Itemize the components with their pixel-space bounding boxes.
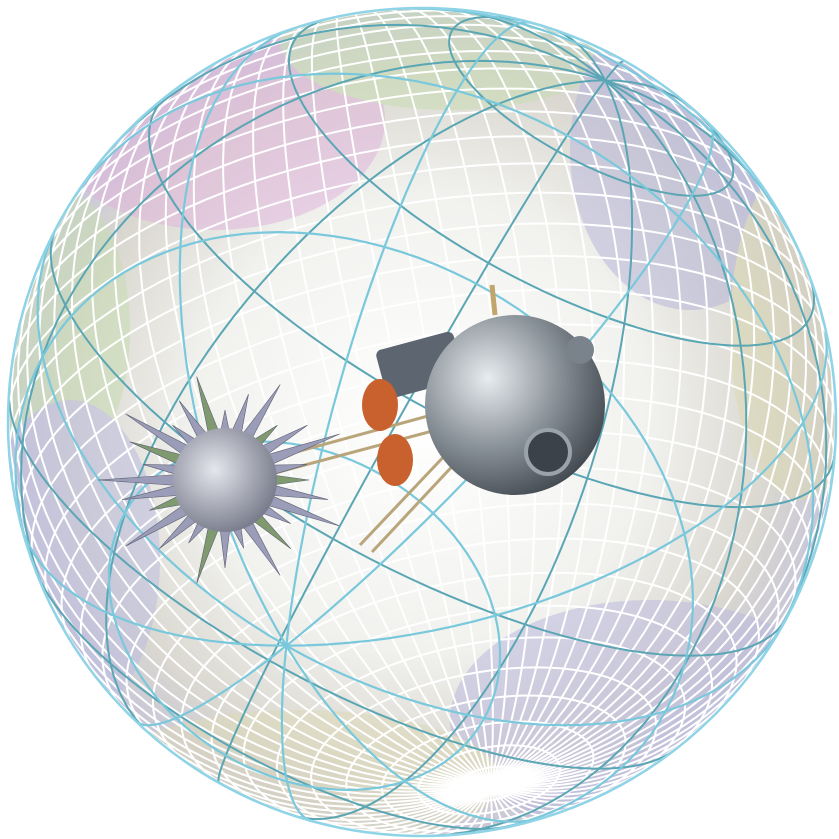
fine-grid-line (115, 23, 608, 144)
spaceship (97, 284, 605, 584)
coarse-grid-line (280, 21, 531, 822)
fine-grid-line (125, 466, 797, 740)
fine-grid-line (44, 323, 836, 613)
coarse-grid-line (105, 79, 695, 728)
coarse-grid-line (69, 72, 815, 628)
tank (362, 379, 398, 431)
fine-grid-line (410, 8, 596, 836)
fine-grid-line (252, 30, 553, 817)
fine-grid-line (310, 19, 520, 825)
fine-grid-line (15, 110, 764, 337)
coarse-grid-line (35, 573, 509, 830)
fine-grid-line (284, 36, 733, 825)
fine-grid-line (8, 396, 835, 790)
coarse-grid-line (296, 29, 634, 821)
coarse-grid-line (20, 59, 790, 599)
spike-ball (173, 428, 277, 532)
fine-grid-line (29, 87, 739, 288)
coarse-grid-line (19, 330, 828, 647)
fine-grid-line (225, 65, 776, 817)
coarse-grid-line (8, 399, 676, 770)
coarse-grid-line (287, 17, 816, 347)
fine-grid-line (151, 502, 780, 764)
spikes (97, 376, 340, 584)
fine-grid-line (30, 288, 836, 575)
fine-grid-line (79, 394, 822, 682)
fine-grid-line (63, 49, 681, 215)
fine-grid-line (20, 254, 836, 535)
nozzle (566, 336, 594, 364)
coarse-grid-line (49, 232, 788, 657)
fine-grid-line (9, 392, 836, 793)
fine-grid-line (8, 191, 819, 452)
fine-grid-line (45, 67, 712, 250)
coarse-grid-line (380, 8, 806, 264)
coarse-grid-line (217, 59, 625, 784)
fine-grid-line (8, 162, 805, 410)
coarse-grid-line (36, 228, 783, 727)
coarse-grid-line (136, 124, 714, 727)
antenna (489, 284, 498, 316)
port (524, 428, 572, 476)
tank (377, 434, 413, 486)
fine-grid-line (10, 323, 821, 788)
fine-grid-line (254, 49, 756, 822)
fine-grid-line (10, 135, 786, 369)
coarse-grid-line (429, 8, 748, 836)
sphere-rim (6, 6, 838, 838)
